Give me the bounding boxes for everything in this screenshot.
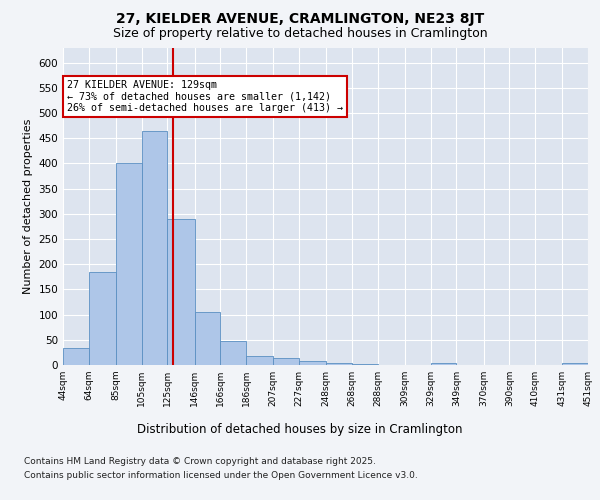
Text: 27, KIELDER AVENUE, CRAMLINGTON, NE23 8JT: 27, KIELDER AVENUE, CRAMLINGTON, NE23 8J…: [116, 12, 484, 26]
Bar: [167, 219, 194, 365]
Text: Distribution of detached houses by size in Cramlington: Distribution of detached houses by size …: [137, 422, 463, 436]
Bar: [352, 364, 378, 365]
Bar: [299, 361, 326, 365]
Text: Contains public sector information licensed under the Open Government Licence v3: Contains public sector information licen…: [24, 471, 418, 480]
Y-axis label: Number of detached properties: Number of detached properties: [23, 118, 33, 294]
Bar: [220, 341, 246, 365]
Bar: [142, 130, 167, 365]
Bar: [246, 356, 273, 365]
Bar: [194, 312, 220, 365]
Bar: [326, 364, 352, 365]
Text: Contains HM Land Registry data © Crown copyright and database right 2025.: Contains HM Land Registry data © Crown c…: [24, 458, 376, 466]
Bar: [431, 364, 457, 365]
Bar: [116, 164, 142, 365]
Bar: [562, 364, 588, 365]
Text: Size of property relative to detached houses in Cramlington: Size of property relative to detached ho…: [113, 28, 487, 40]
Text: 27 KIELDER AVENUE: 129sqm
← 73% of detached houses are smaller (1,142)
26% of se: 27 KIELDER AVENUE: 129sqm ← 73% of detac…: [67, 80, 343, 114]
Bar: [63, 348, 89, 365]
Bar: [89, 272, 116, 365]
Bar: [273, 358, 299, 365]
